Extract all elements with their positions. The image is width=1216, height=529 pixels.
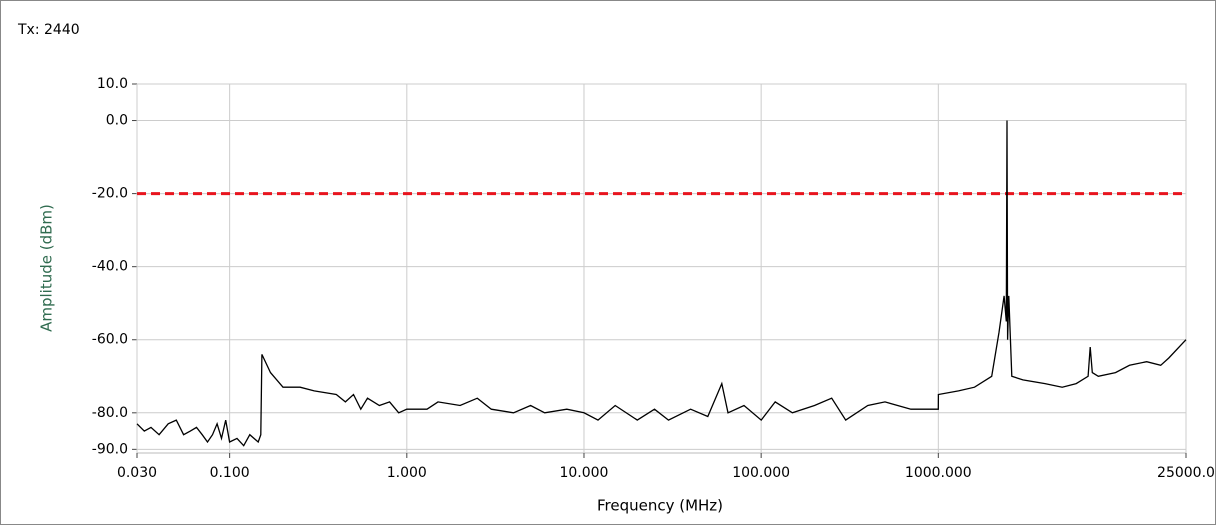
y-tick-label: 10.0 xyxy=(97,76,128,92)
plot-area xyxy=(136,83,1187,454)
y-tick-label: -90.0 xyxy=(92,441,128,457)
y-tick-label: 0.0 xyxy=(106,113,128,129)
spectrum-line xyxy=(136,120,1187,447)
y-tick-label: -80.0 xyxy=(92,405,128,421)
y-axis-label: Amplitude (dBm) xyxy=(38,204,56,332)
x-axis-label: Frequency (MHz) xyxy=(597,497,723,515)
x-tick-label: 1000.000 xyxy=(905,465,972,481)
y-tick-label: -60.0 xyxy=(92,332,128,348)
panel-header: Tx: 2440 xyxy=(17,22,80,38)
y-tick-label: -20.0 xyxy=(92,186,128,202)
y-tick-label: -40.0 xyxy=(92,259,128,275)
x-tick-label: 10.000 xyxy=(559,465,608,481)
x-tick-label: 0.100 xyxy=(210,465,250,481)
x-tick-label: 100.000 xyxy=(732,465,790,481)
x-tick-label: 0.030 xyxy=(117,465,157,481)
x-tick-label: 25000.0 xyxy=(1157,465,1215,481)
x-tick-label: 1.000 xyxy=(387,465,427,481)
